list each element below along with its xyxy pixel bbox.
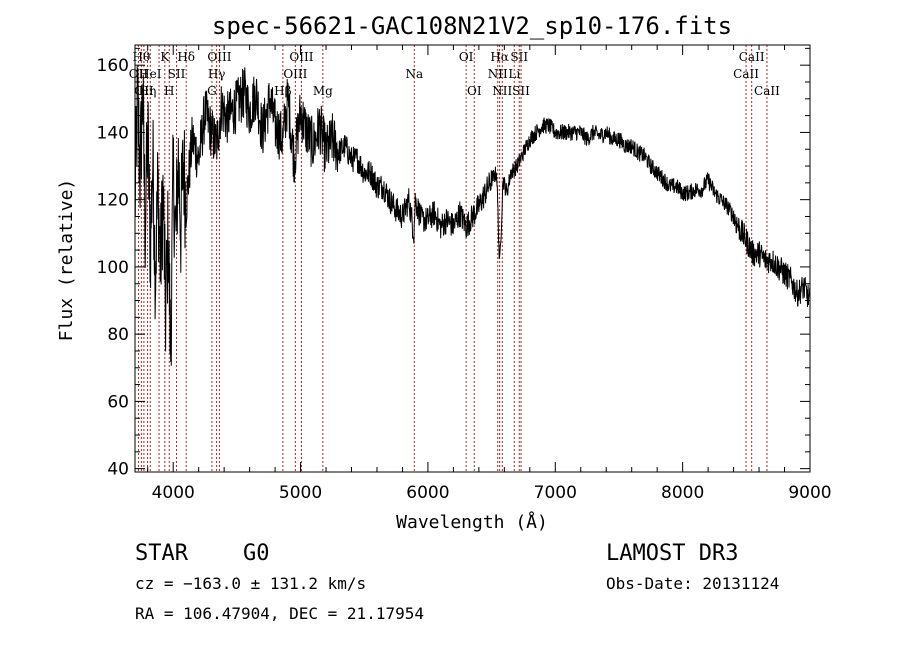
y-tick-label: 60 (107, 392, 129, 412)
spectral-line-label: K (160, 50, 170, 64)
x-tick-label: 5000 (279, 483, 322, 503)
spectral-line-label: OI (459, 50, 474, 64)
x-tick-label: 4000 (152, 483, 195, 503)
y-tick-label: 80 (107, 325, 129, 345)
spectral-line-label: NII (488, 67, 508, 81)
y-tick-label: 140 (97, 123, 129, 143)
redshift-cz: cz = −163.0 ± 131.2 km/s (135, 574, 366, 593)
x-tick-label: 7000 (534, 483, 577, 503)
y-axis-ticks: 40 60 80 100 120 140 160 (97, 47, 810, 480)
plot-frame (134, 44, 811, 473)
spectral-line-label: HeI (139, 67, 162, 81)
observation-date: Obs-Date: 20131124 (606, 574, 779, 593)
spectral-line-label: Hη (139, 84, 157, 98)
x-axis-label: Wavelength (Å) (396, 511, 548, 533)
spectral-line-label: OI (467, 84, 482, 98)
spectral-line-label: Hα (490, 50, 509, 64)
spectral-line-label: SII (168, 67, 186, 81)
spectral-line-label: Na (405, 67, 423, 81)
spectral-line-label: Mg (313, 84, 333, 98)
y-tick-label: 40 (107, 460, 129, 480)
y-tick-label: 100 (97, 258, 129, 278)
x-tick-label: 8000 (661, 483, 704, 503)
coordinates: RA = 106.47904, DEC = 21.17954 (135, 604, 424, 623)
spectral-line-label: OIII (289, 50, 313, 64)
spectral-line-label: H (164, 84, 174, 98)
x-tick-label: 9000 (788, 483, 831, 503)
spectral-line-label: G (207, 84, 217, 98)
spectral-line-label: Hγ (208, 67, 226, 81)
chart-title: spec-56621-GAC108N21V2_sp10-176.fits (212, 12, 732, 40)
y-axis-label: Flux (relative) (56, 179, 77, 342)
x-tick-label: 6000 (406, 483, 449, 503)
object-class: STAR (135, 541, 189, 566)
spectral-line-label: Hδ (177, 50, 195, 64)
object-subclass: G0 (243, 541, 270, 566)
y-tick-label: 120 (97, 191, 129, 211)
spectral-line-label: Li (508, 67, 520, 81)
spectral-line-label: CaII (739, 50, 765, 64)
spectrum-series-line (134, 65, 811, 366)
spectral-line-labels: OIIHθOIIHηHeIKHSIIHδGHγOIIIHβOIIIOIIIMgN… (129, 50, 780, 98)
spectral-line-label: CaII (733, 67, 759, 81)
spectral-line-label: OIII (207, 50, 231, 64)
spectral-line-label: NII (492, 84, 512, 98)
spectral-line-label: CaII (754, 84, 780, 98)
x-axis-ticks: 4000 5000 6000 7000 8000 9000 (147, 45, 832, 503)
survey-name: LAMOST DR3 (606, 541, 738, 566)
spectral-line-label: SII (512, 84, 530, 98)
spectral-line-label: OII (134, 84, 154, 98)
spectral-line-label: OIII (283, 67, 307, 81)
y-tick-label: 160 (97, 56, 129, 76)
spectral-line-label: SII (510, 50, 528, 64)
spectral-line-label: Hθ (133, 50, 151, 64)
